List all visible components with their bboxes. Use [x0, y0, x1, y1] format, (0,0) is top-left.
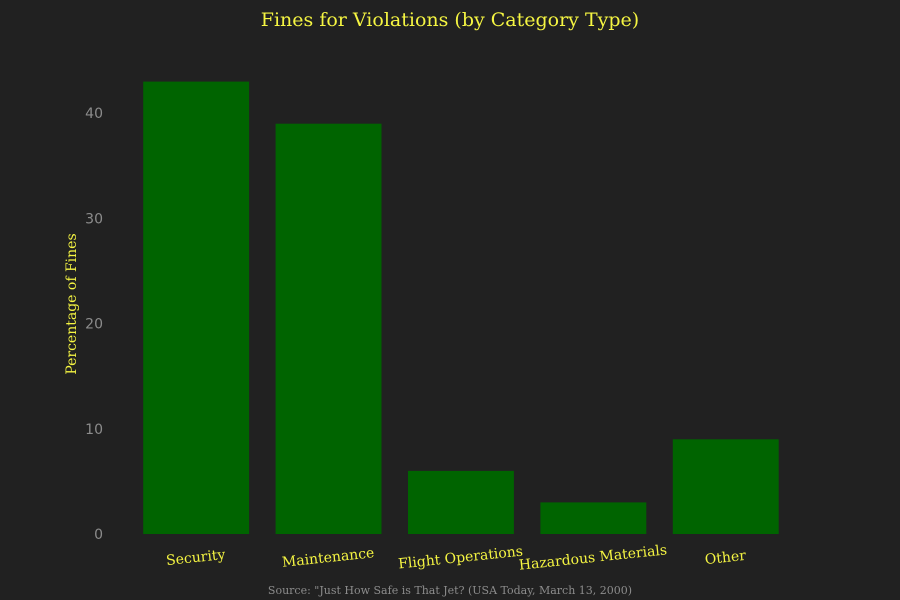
bar-security	[143, 81, 250, 534]
chart-title: Fines for Violations (by Category Type)	[261, 9, 639, 31]
x-tick-label: Maintenance	[281, 545, 375, 571]
bar-maintenance	[275, 123, 382, 534]
y-axis-label: Percentage of Fines	[64, 233, 80, 374]
x-tick-label: Flight Operations	[397, 544, 523, 573]
bar-flight-operations	[408, 470, 514, 534]
y-tick-label: 10	[85, 422, 103, 438]
x-tick-label: Hazardous Materials	[518, 542, 668, 573]
x-tick-label: Security	[165, 547, 226, 569]
source-note: Source: "Just How Safe is That Jet? (USA…	[268, 584, 632, 597]
y-tick-label: 40	[85, 106, 103, 122]
y-tick-label: 0	[94, 527, 103, 543]
bar-other	[672, 439, 779, 534]
y-tick-label: 30	[85, 211, 103, 227]
bars-group	[143, 81, 779, 534]
bar-hazardous-materials	[540, 502, 647, 534]
x-ticks-group: Security Maintenance Flight OperationsHaza…	[165, 542, 747, 573]
y-tick-label: 20	[85, 317, 103, 333]
x-tick-label: Other	[704, 548, 747, 568]
y-ticks-group: 0 10 20 30 40	[85, 106, 103, 543]
